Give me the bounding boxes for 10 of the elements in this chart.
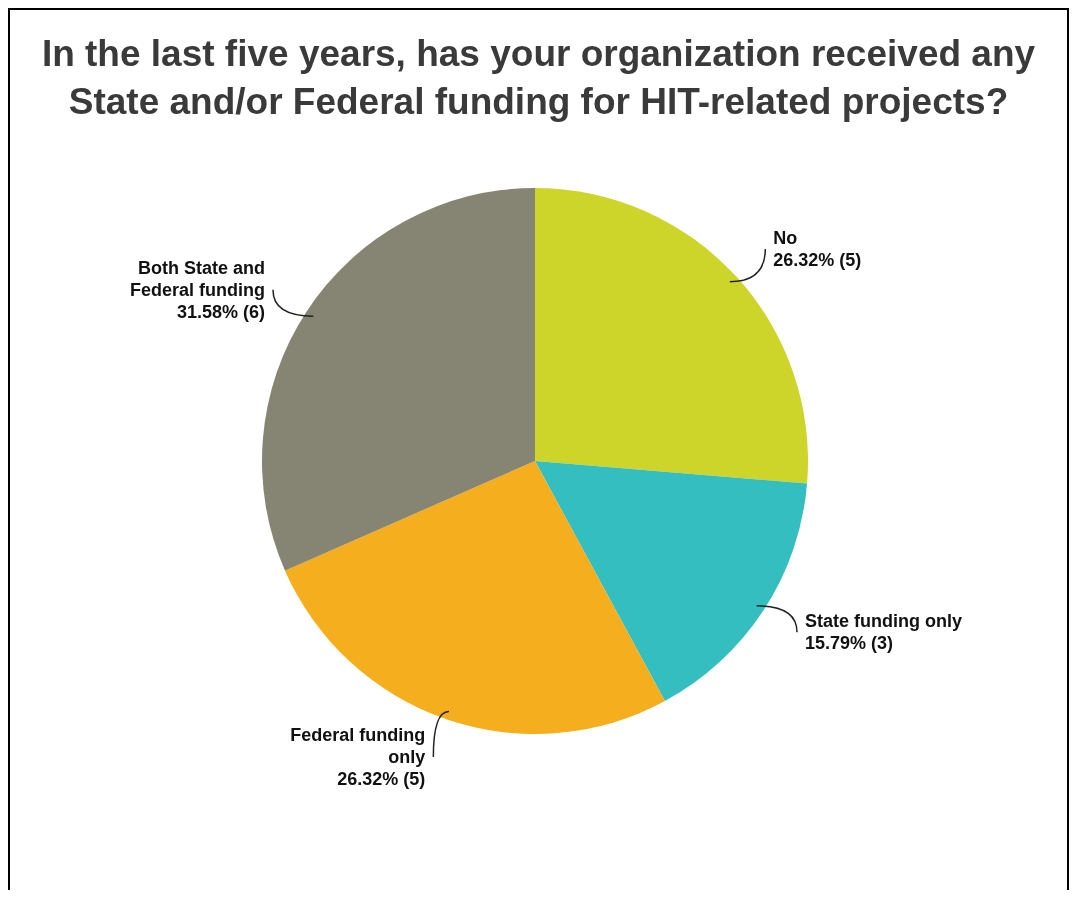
slice-label: No [773, 228, 798, 249]
chart-title: In the last five years, has your organization received any State and/or Federal funding for HIT-related projects? [40, 32, 1037, 124]
slice-label: State funding only [805, 611, 963, 632]
data-label: 26.32% (5) [337, 769, 426, 790]
data-label: 15.79% (3) [805, 633, 894, 654]
slice-label: Federal funding only [290, 725, 426, 768]
pie-slice [262, 188, 535, 571]
data-label: 31.58% (6) [176, 301, 265, 322]
slice-label: Both State and Federal funding [129, 257, 265, 300]
data-label: 26.32% (5) [773, 250, 862, 271]
